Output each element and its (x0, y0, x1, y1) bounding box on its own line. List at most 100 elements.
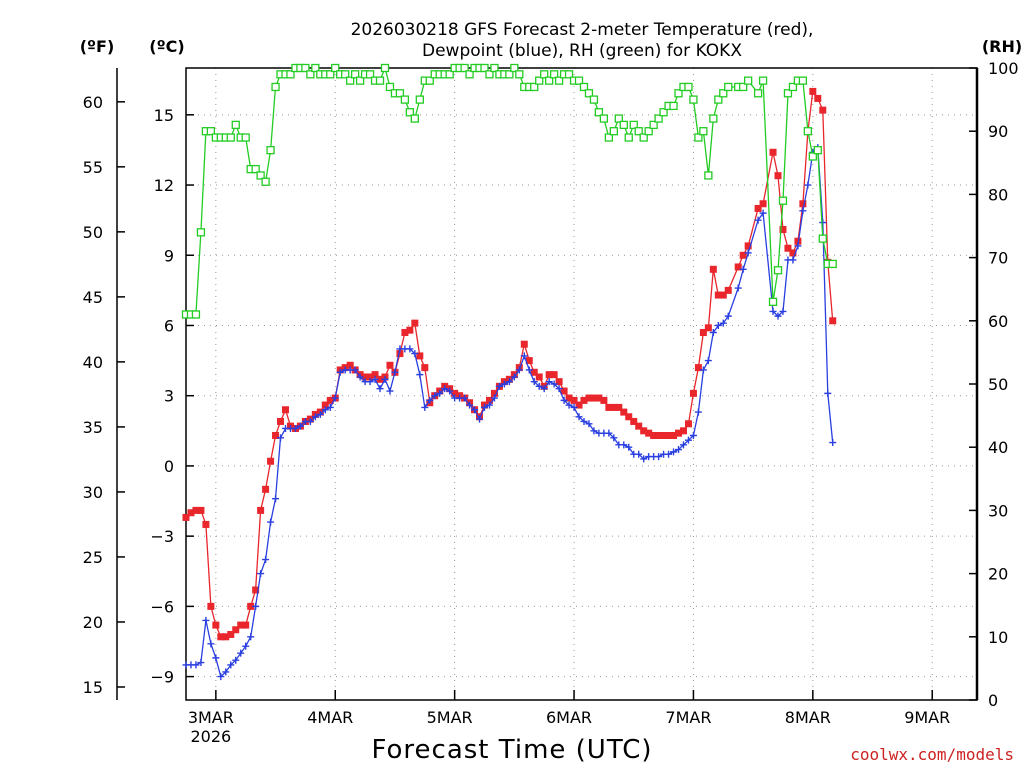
dewpoint-point (217, 673, 225, 681)
dewpoint-point (466, 401, 474, 409)
rh-point (744, 76, 753, 85)
dewpoint-point (237, 649, 245, 657)
rh-point (510, 63, 519, 73)
dewpoint-point (247, 633, 255, 641)
dewpoint-point (391, 368, 399, 376)
rh-point (395, 89, 405, 98)
temperature-point (376, 375, 384, 383)
temperature-point (217, 633, 225, 641)
x-tick-label: 9MAR (904, 708, 950, 727)
rh-point (783, 89, 793, 98)
dewpoint-point (262, 556, 270, 564)
temperature-point (406, 326, 414, 334)
temperature-point (520, 340, 528, 348)
temperature-point (222, 633, 230, 641)
temperature-point (595, 394, 603, 402)
rh-point (206, 127, 216, 136)
rh-point (355, 76, 365, 85)
dewpoint-point (565, 401, 573, 409)
dewpoint-point (446, 387, 454, 395)
temperature-point (580, 396, 588, 404)
dewpoint-point (774, 312, 782, 320)
temperature-point (267, 457, 275, 465)
rh-point (256, 171, 265, 180)
rh-point (535, 76, 544, 85)
temperature-point (386, 361, 394, 369)
rh-point (739, 82, 748, 92)
dewpoint-point (272, 495, 280, 503)
dewpoint-point (779, 307, 787, 315)
dewpoint-point (306, 417, 314, 425)
dewpoint-point (192, 661, 200, 669)
rh-point (226, 133, 235, 142)
dewpoint-point (291, 424, 299, 432)
rh-point (400, 95, 410, 104)
temperature-point (784, 244, 792, 252)
dewpoint-point (759, 209, 767, 217)
temperature-point (277, 417, 285, 425)
dewpoint-point (461, 394, 469, 402)
dewpoint-point (311, 413, 319, 421)
dewpoint-point (515, 366, 523, 374)
rh-point (689, 95, 698, 104)
fahrenheit-tick-label: 25 (83, 548, 103, 567)
dewpoint-point (704, 357, 712, 365)
dewpoint-point (227, 661, 235, 669)
dewpoint-point (734, 284, 742, 292)
dewpoint-point (257, 570, 265, 578)
rh-point (803, 127, 813, 136)
rh-point (684, 82, 693, 92)
dewpoint-point (670, 448, 678, 456)
temperature-point (615, 403, 623, 411)
temperature-point (769, 148, 777, 156)
dewpoint-point (495, 382, 503, 390)
temperature-point (366, 373, 374, 381)
temperature-point (321, 401, 329, 409)
dewpoint-point (436, 389, 444, 397)
rh-point (808, 152, 817, 161)
rh-tick-label: 100 (988, 59, 1019, 78)
dewpoint-point (555, 385, 563, 393)
rh-point (719, 89, 728, 98)
temperature-point (192, 506, 200, 514)
dewpoint-point (530, 378, 538, 386)
chart-title-line1: 2026030218 GFS Forecast 2-meter Temperat… (351, 20, 814, 40)
temperature-point (570, 396, 578, 404)
credit-link[interactable]: coolwx.com/models (850, 745, 1014, 764)
rh-point (196, 228, 206, 237)
dewpoint-point (794, 242, 802, 250)
celsius-tick-label: 3 (164, 387, 174, 406)
temperature-point (262, 485, 270, 493)
fahrenheit-tick-label: 55 (83, 158, 103, 177)
rh-point (385, 82, 395, 92)
temperature-point (197, 506, 205, 514)
rh-point (694, 133, 703, 142)
rh-tick-label: 50 (988, 375, 1008, 394)
rh-point (589, 95, 599, 104)
rh-tick-label: 70 (988, 249, 1008, 268)
dewpoint-point (824, 389, 832, 397)
rh-point (709, 114, 718, 123)
temperature-point (525, 357, 533, 365)
temperature-point (689, 389, 697, 397)
dewpoint-point (490, 394, 498, 402)
rh-point (674, 89, 683, 98)
celsius-tick-label: 0 (164, 457, 174, 476)
rh-point (554, 76, 564, 85)
dewpoint-point (590, 427, 598, 435)
temperature-point (694, 364, 702, 372)
temperature-point (739, 251, 747, 259)
rh-point (380, 63, 390, 73)
temperature-point (789, 249, 797, 257)
rh-point (306, 70, 315, 79)
rh-point (465, 70, 474, 79)
dewpoint-point (277, 434, 285, 442)
celsius-tick-label: 6 (164, 316, 174, 335)
temperature-point (187, 509, 195, 517)
temperature-point (411, 319, 419, 327)
temperature-point (620, 408, 628, 416)
dewpoint-point (212, 654, 220, 662)
dewpoint-point (197, 659, 205, 667)
dewpoint-point (321, 406, 329, 414)
rh-tick-label: 90 (988, 122, 1008, 141)
